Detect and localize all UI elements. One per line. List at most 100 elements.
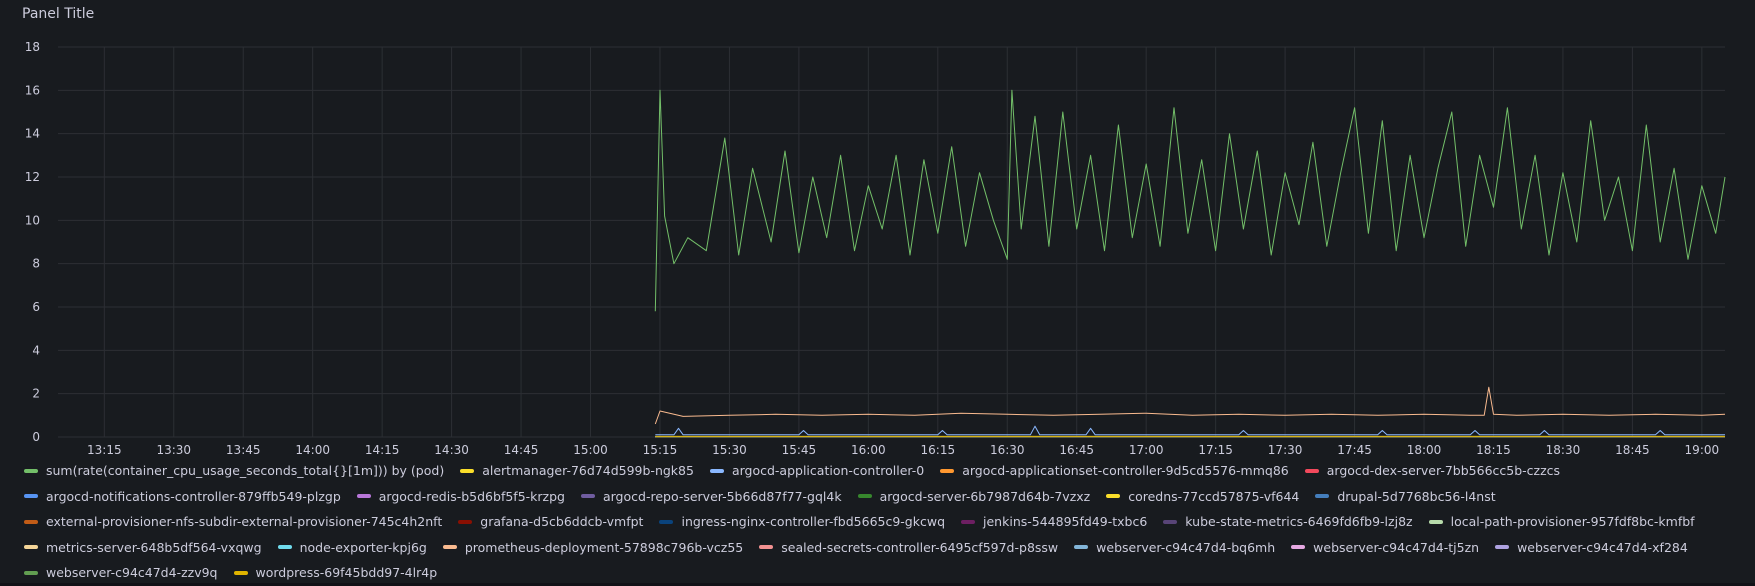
legend-label: sealed-secrets-controller-6495cf597d-p8s… [781, 539, 1059, 555]
legend-label: webserver-c94c47d4-bq6mh [1096, 539, 1276, 555]
legend-item[interactable]: prometheus-deployment-57898c796b-vcz55 [442, 535, 744, 561]
legend-item[interactable]: kube-state-metrics-6469fd6fb9-lzj8z [1163, 509, 1413, 535]
legend-label: external-provisioner-nfs-subdir-external… [46, 514, 443, 529]
x-tick-label: 14:45 [504, 443, 539, 455]
legend-label: kube-state-metrics-6469fd6fb9-lzj8z [1185, 514, 1413, 529]
legend-swatch [961, 519, 976, 524]
y-tick-label: 18 [25, 40, 40, 54]
y-tick-label: 14 [25, 127, 40, 141]
legend-label: sum(rate(container_cpu_usage_seconds_tot… [46, 463, 445, 478]
legend-item[interactable]: metrics-server-648b5df564-vxqwg [24, 535, 262, 561]
legend-item[interactable]: jenkins-544895fd49-txbc6 [961, 509, 1147, 535]
x-tick-label: 17:00 [1129, 443, 1164, 455]
legend-swatch [277, 545, 292, 549]
legend-swatch [233, 570, 248, 575]
legend-item[interactable]: argocd-redis-b5d6bf5f5-krzpg [356, 484, 565, 510]
legend-label: local-path-provisioner-957fdf8bc-kmfbf [1450, 514, 1695, 529]
x-tick-label: 17:30 [1268, 443, 1303, 455]
series-line-19[interactable] [654, 386, 1726, 425]
legend-item[interactable]: webserver-c94c47d4-bq6mh [1074, 535, 1275, 561]
legend-swatch [24, 519, 38, 524]
legend-item[interactable]: local-path-provisioner-957fdf8bc-kmfbf [1428, 509, 1695, 535]
legend-label: argocd-repo-server-5b66d87f77-gql4k [602, 488, 842, 504]
legend-swatch [1428, 519, 1443, 524]
x-tick-label: 16:30 [990, 443, 1025, 455]
y-tick-label: 6 [32, 300, 40, 314]
x-tick-label: 17:45 [1337, 443, 1372, 455]
panel-title: Panel Title [22, 6, 95, 22]
x-tick-label: 19:00 [1685, 443, 1720, 455]
legend-swatch [442, 545, 457, 549]
legend-item[interactable]: webserver-c94c47d4-tj5zn [1291, 535, 1479, 561]
legend-swatch [940, 468, 955, 473]
legend-item[interactable]: coredns-77ccd57875-vf644 [1106, 484, 1299, 510]
x-tick-label: 15:00 [573, 443, 608, 455]
legend-item[interactable]: grafana-d5cb6ddcb-vmfpt [458, 509, 643, 535]
y-tick-label: 0 [32, 430, 40, 444]
y-tick-label: 10 [25, 213, 40, 227]
legend-label: metrics-server-648b5df564-vxqwg [46, 539, 262, 555]
x-tick-label: 18:00 [1407, 443, 1442, 455]
legend-swatch [460, 468, 475, 473]
legend-item[interactable]: alertmanager-76d74d599b-ngk85 [460, 458, 694, 484]
series-line-0[interactable] [654, 89, 1726, 312]
x-tick-label: 18:30 [1546, 443, 1581, 455]
legend-swatch [1074, 545, 1089, 549]
legend-item[interactable]: external-provisioner-nfs-subdir-external… [24, 509, 442, 535]
legend-label: grafana-d5cb6ddcb-vmfpt [480, 514, 644, 529]
legend-item[interactable]: sum(rate(container_cpu_usage_seconds_tot… [24, 458, 444, 484]
legend-item[interactable]: webserver-c94c47d4-zzv9q [24, 560, 218, 586]
legend-swatch [24, 545, 38, 549]
legend-label: coredns-77ccd57875-vf644 [1128, 488, 1300, 504]
legend-item[interactable]: argocd-server-6b7987d64b-7vzxz [857, 484, 1091, 510]
legend-item[interactable]: argocd-dex-server-7bb566cc5b-czzcs [1304, 458, 1560, 484]
legend-item[interactable]: argocd-application-controller-0 [709, 458, 924, 484]
legend-swatch [458, 519, 473, 524]
y-tick-label: 16 [25, 83, 40, 97]
x-tick-label: 13:45 [226, 443, 261, 455]
legend-label: argocd-server-6b7987d64b-7vzxz [879, 488, 1091, 504]
x-tick-label: 16:00 [851, 443, 886, 455]
legend-item[interactable]: argocd-repo-server-5b66d87f77-gql4k [580, 484, 842, 510]
legend-label: drupal-5d7768bc56-l4nst [1337, 488, 1496, 504]
legend-label: ingress-nginx-controller-fbd5665c9-gkcwq [681, 514, 946, 529]
legend-swatch [709, 468, 724, 473]
legend-swatch [659, 519, 674, 524]
legend-item[interactable]: argocd-applicationset-controller-9d5cd55… [940, 458, 1289, 484]
y-tick-label: 8 [32, 257, 40, 271]
legend-swatch [857, 494, 872, 498]
legend-label: argocd-redis-b5d6bf5f5-krzpg [378, 488, 565, 504]
chart-plot-area[interactable]: 0 2 4 6 8 10 12 14 16 18 13:15 13:30 13:45 14:00 14:15… [0, 0, 1755, 455]
x-tick-label: 15:15 [643, 443, 678, 455]
legend-label: webserver-c94c47d4-zzv9q [46, 565, 218, 580]
series-line-2[interactable] [655, 425, 1725, 436]
x-tick-label: 16:45 [1059, 443, 1094, 455]
legend-label: prometheus-deployment-57898c796b-vcz55 [464, 539, 744, 555]
legend-item[interactable]: drupal-5d7768bc56-l4nst [1315, 484, 1496, 510]
legend-label: webserver-c94c47d4-tj5zn [1313, 539, 1480, 555]
legend-item[interactable]: wordpress-69f45bdd97-4lr4p [233, 560, 438, 586]
y-tick-label: 12 [25, 170, 40, 184]
legend-swatch [580, 494, 595, 498]
x-tick-label: 18:15 [1476, 443, 1511, 455]
legend-swatch [1315, 494, 1330, 498]
x-tick-label: 18:45 [1615, 443, 1650, 455]
legend-swatch [1106, 494, 1121, 498]
legend-swatch [356, 494, 371, 498]
legend-item[interactable]: sealed-secrets-controller-6495cf597d-p8s… [759, 535, 1058, 561]
legend-label: alertmanager-76d74d599b-ngk85 [482, 463, 694, 478]
legend-swatch [1163, 519, 1178, 524]
legend-label: wordpress-69f45bdd97-4lr4p [255, 565, 438, 580]
legend-item[interactable]: node-exporter-kpj6g [277, 535, 427, 561]
x-tick-label: 17:15 [1198, 443, 1233, 455]
legend-item[interactable]: argocd-notifications-controller-879ffb54… [24, 484, 341, 510]
x-tick-label: 15:45 [782, 443, 817, 455]
legend-item[interactable]: ingress-nginx-controller-fbd5665c9-gkcwq [659, 509, 945, 535]
legend-item[interactable]: webserver-c94c47d4-xf284 [1495, 535, 1688, 561]
legend-label: webserver-c94c47d4-xf284 [1517, 539, 1688, 555]
legend-swatch [1291, 545, 1306, 549]
x-tick-label: 13:15 [87, 443, 122, 455]
chart-legend: sum(rate(container_cpu_usage_seconds_tot… [24, 458, 1744, 586]
x-tick-label: 16:15 [921, 443, 956, 455]
